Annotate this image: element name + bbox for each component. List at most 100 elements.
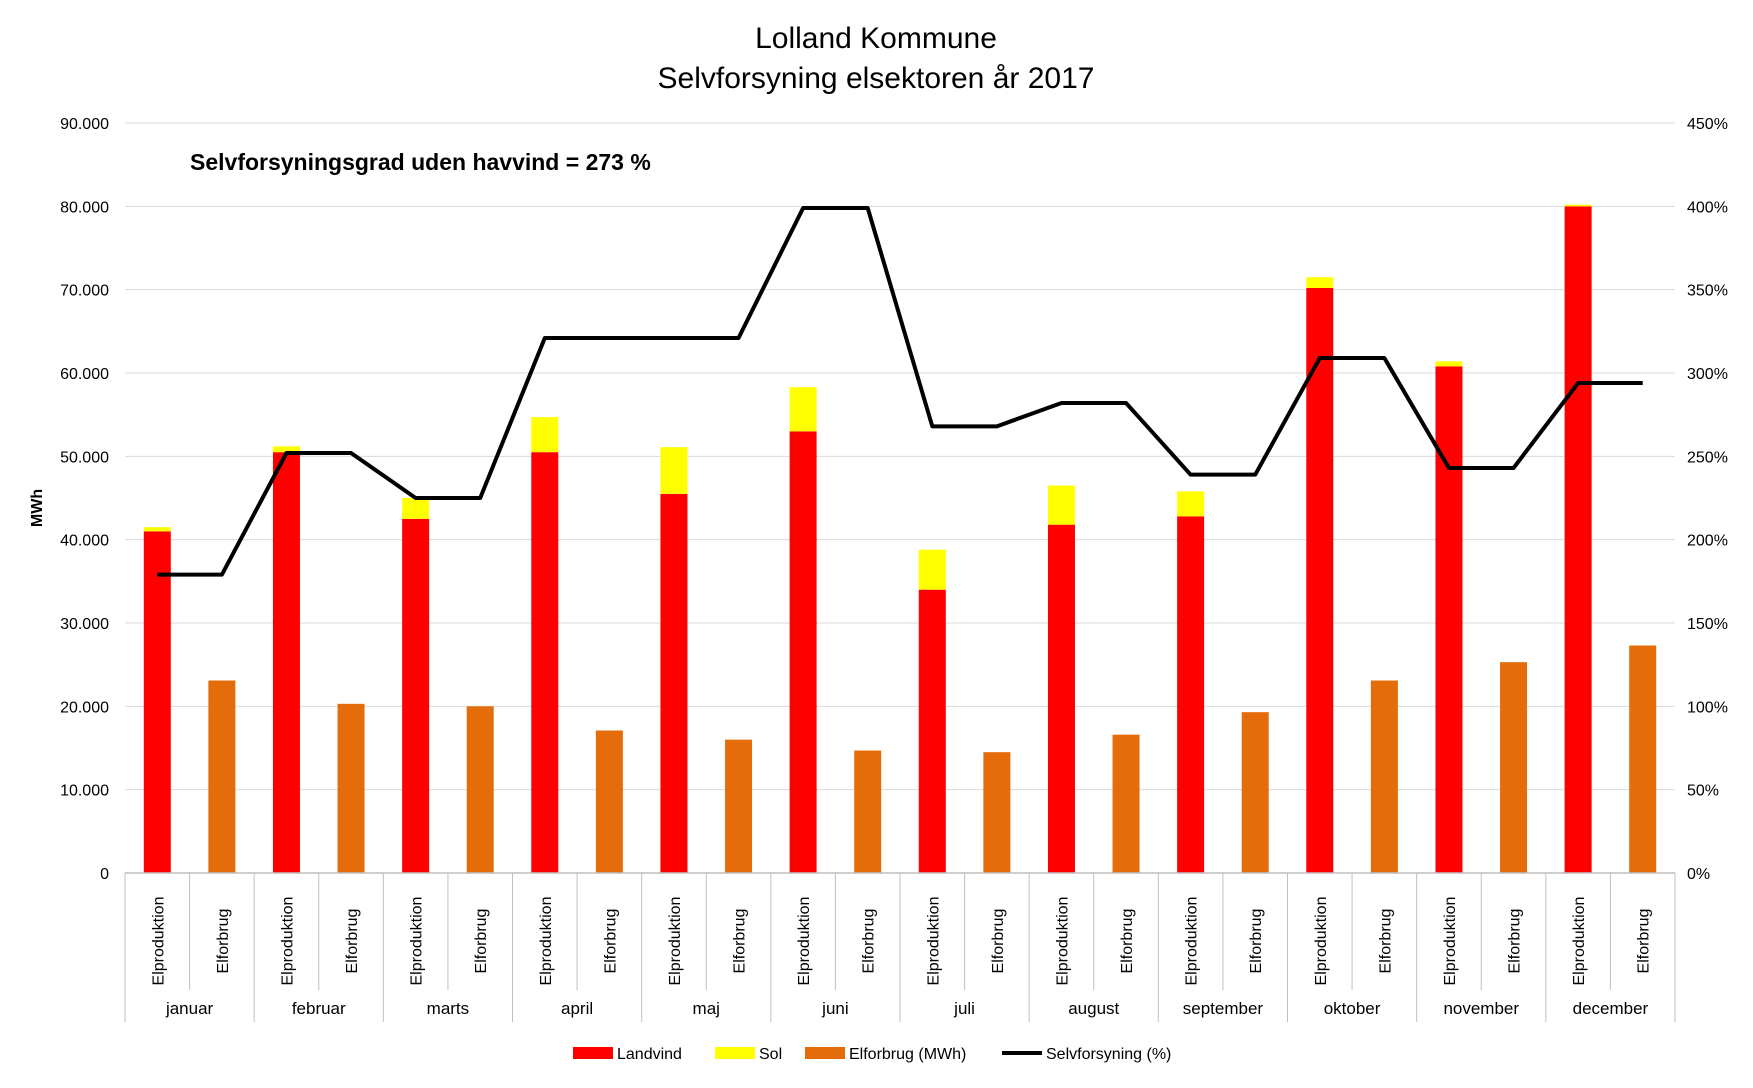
x-group-label-marts: marts — [427, 999, 470, 1018]
y2-tick-label: 400% — [1687, 199, 1728, 216]
bar-elforbrug-juni — [854, 750, 882, 873]
bar-landvind-juli — [918, 589, 946, 873]
y2-tick-label: 200% — [1687, 533, 1728, 550]
x-tick-label-elforbrug: Elforbrug — [1377, 909, 1394, 974]
bar-landvind-marts — [402, 518, 430, 873]
x-group-label-januar: januar — [165, 999, 214, 1018]
x-tick-label-elforbrug: Elforbrug — [1248, 909, 1265, 974]
bar-landvind-maj — [660, 493, 688, 873]
y-tick-label: 80.000 — [60, 199, 109, 216]
y2-tick-label: 100% — [1687, 699, 1728, 716]
x-tick-label-elforbrug: Elforbrug — [990, 909, 1007, 974]
x-group-label-oktober: oktober — [1324, 999, 1381, 1018]
x-tick-label-elforbrug: Elforbrug — [1507, 909, 1524, 974]
x-tick-label-elforbrug: Elforbrug — [732, 909, 749, 974]
bar-elforbrug-april — [595, 730, 623, 873]
x-tick-label-elforbrug: Elforbrug — [861, 909, 878, 974]
bar-elforbrug-december — [1629, 645, 1657, 873]
y2-tick-label: 150% — [1687, 616, 1728, 633]
legend-swatch-landvind — [573, 1047, 613, 1059]
y-tick-label: 20.000 — [60, 699, 109, 716]
bars — [143, 204, 1657, 874]
y2-tick-label: 50% — [1687, 783, 1719, 800]
bar-elforbrug-januar — [208, 680, 236, 873]
bar-sol-februar — [272, 446, 300, 453]
x-tick-label-elproduktion: Elproduktion — [925, 897, 942, 986]
bar-landvind-august — [1047, 524, 1075, 873]
y-tick-label: 10.000 — [60, 783, 109, 800]
y2-tick-label: 300% — [1687, 366, 1728, 383]
x-group-label-september: september — [1183, 999, 1264, 1018]
legend: Landvind Sol Elforbrug (MWh) Selvforsyning … — [573, 1046, 1171, 1063]
y-tick-label: 40.000 — [60, 533, 109, 550]
x-tick-label-elproduktion: Elproduktion — [538, 897, 555, 986]
bar-landvind-november — [1435, 366, 1463, 873]
bar-landvind-juni — [789, 431, 817, 873]
legend-swatch-elforbrug-mwh — [805, 1047, 845, 1059]
chart-annotation: Selvforsyningsgrad uden havvind = 273 % — [190, 149, 651, 175]
grid-lines — [125, 122, 1675, 791]
bar-elforbrug-august — [1112, 734, 1140, 873]
x-group-label-april: april — [561, 999, 593, 1018]
bar-sol-oktober — [1306, 277, 1334, 288]
y-tick-label: 90.000 — [60, 116, 109, 133]
bar-landvind-september — [1177, 516, 1205, 873]
selvforsyning-line — [157, 206, 1643, 577]
y-tick-label: 50.000 — [60, 449, 109, 466]
bar-sol-december — [1564, 204, 1592, 207]
bar-sol-juli — [918, 549, 946, 590]
legend-label-landvind: Landvind — [617, 1046, 682, 1063]
bar-sol-november — [1435, 361, 1463, 367]
chart-subtitle: Selvforsyning elsektoren år 2017 — [658, 62, 1095, 95]
x-tick-label-elforbrug: Elforbrug — [1636, 909, 1653, 974]
bar-landvind-oktober — [1306, 288, 1334, 873]
x-tick-label-elforbrug: Elforbrug — [473, 909, 490, 974]
y2-tick-label: 450% — [1687, 116, 1728, 133]
bar-sol-april — [531, 417, 559, 453]
y-tick-label: 60.000 — [60, 366, 109, 383]
bar-sol-juni — [789, 387, 817, 432]
x-group-label-december: december — [1573, 999, 1649, 1018]
bar-elforbrug-juli — [983, 752, 1011, 873]
y2-tick-label: 0% — [1687, 866, 1710, 883]
y2-tick-label: 350% — [1687, 283, 1728, 300]
y-tick-label: 30.000 — [60, 616, 109, 633]
y-axis-label: MWh — [29, 489, 46, 527]
x-group-label-juli: juli — [953, 999, 975, 1018]
x-tick-label-elproduktion: Elproduktion — [1571, 897, 1588, 986]
axes: 0 10.000 20.000 30.000 40.000 50.000 60.000 70.… — [60, 116, 1728, 1022]
x-tick-label-elproduktion: Elproduktion — [1313, 897, 1330, 986]
bar-sol-januar — [143, 527, 171, 532]
bar-elforbrug-oktober — [1370, 680, 1398, 873]
x-tick-label-elproduktion: Elproduktion — [150, 897, 167, 986]
chart-title: Lolland Kommune — [755, 22, 997, 55]
x-tick-label-elforbrug: Elforbrug — [344, 909, 361, 974]
x-tick-label-elproduktion: Elproduktion — [667, 897, 684, 986]
x-group-label-november: november — [1443, 999, 1519, 1018]
bar-sol-august — [1047, 485, 1075, 525]
x-tick-label-elproduktion: Elproduktion — [279, 897, 296, 986]
bar-elforbrug-februar — [337, 703, 365, 873]
x-tick-label-elproduktion: Elproduktion — [409, 897, 426, 986]
y-tick-label: 0 — [100, 866, 109, 883]
bar-sol-maj — [660, 447, 688, 494]
x-group-label-august: august — [1068, 999, 1119, 1018]
bar-landvind-april — [531, 452, 559, 873]
x-tick-label-elproduktion: Elproduktion — [796, 897, 813, 986]
bar-elforbrug-maj — [725, 739, 753, 873]
bar-sol-marts — [402, 498, 430, 519]
legend-label-sol: Sol — [759, 1046, 782, 1063]
x-group-label-februar: februar — [292, 999, 346, 1018]
x-tick-label-elproduktion: Elproduktion — [1054, 897, 1071, 986]
legend-swatch-sol — [715, 1047, 755, 1059]
y2-tick-label: 250% — [1687, 449, 1728, 466]
bar-elforbrug-september — [1241, 712, 1269, 873]
bar-landvind-december — [1564, 206, 1592, 874]
bar-elforbrug-marts — [466, 706, 494, 873]
bar-landvind-februar — [272, 452, 300, 873]
x-group-label-juni: juni — [821, 999, 848, 1018]
x-group-label-maj: maj — [693, 999, 720, 1018]
legend-label-selvforsyning: Selvforsyning (%) — [1046, 1046, 1171, 1063]
